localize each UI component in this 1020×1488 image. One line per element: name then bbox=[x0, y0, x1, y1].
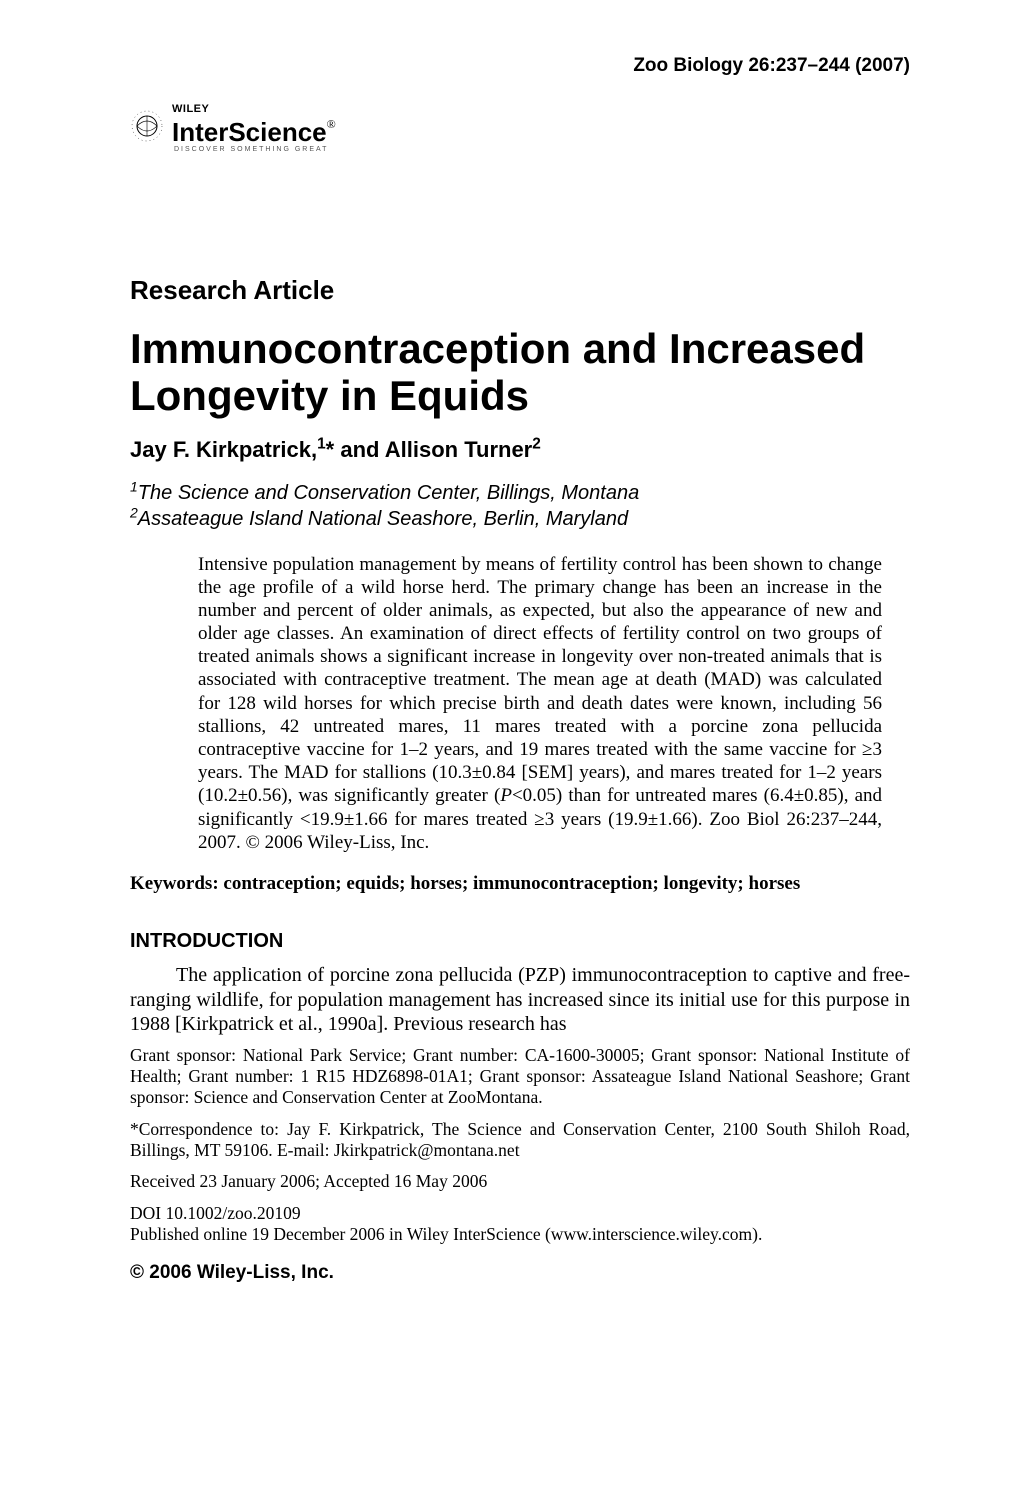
title-line-1: Immunocontraception and Increased bbox=[130, 325, 865, 372]
abstract: Intensive population management by means… bbox=[198, 553, 882, 854]
affiliations: 1The Science and Conservation Center, Bi… bbox=[130, 481, 910, 532]
section-label: Research Article bbox=[130, 275, 910, 307]
publisher-logo: WILEY InterScience® DISCOVER SOMETHING G… bbox=[130, 103, 910, 155]
doi-footnote: DOI 10.1002/zoo.20109 bbox=[130, 1203, 910, 1224]
footnotes: Grant sponsor: National Park Service; Gr… bbox=[130, 1045, 910, 1246]
intro-paragraph: The application of porcine zona pellucid… bbox=[130, 963, 910, 1036]
published-footnote: Published online 19 December 2006 in Wil… bbox=[130, 1224, 910, 1245]
grant-footnote: Grant sponsor: National Park Service; Gr… bbox=[130, 1045, 910, 1109]
logo-brand-main: InterScience bbox=[172, 117, 327, 147]
intro-heading: INTRODUCTION bbox=[130, 929, 910, 953]
running-head: Zoo Biology 26:237–244 (2007) bbox=[130, 54, 910, 77]
keywords-label: Keywords: bbox=[130, 873, 223, 894]
keywords-line: Keywords: contraception; equids; horses;… bbox=[130, 872, 910, 895]
logo-brand-small: WILEY bbox=[172, 103, 209, 115]
correspondence-footnote: *Correspondence to: Jay F. Kirkpatrick, … bbox=[130, 1119, 910, 1162]
logo-reg: ® bbox=[327, 117, 336, 131]
title-line-2: Longevity in Equids bbox=[130, 372, 529, 419]
keywords-text: contraception; equids; horses; immunocon… bbox=[223, 873, 800, 894]
article-title: Immunocontraception and Increased Longev… bbox=[130, 325, 910, 419]
copyright: © 2006 Wiley-Liss, Inc. bbox=[130, 1261, 910, 1284]
received-footnote: Received 23 January 2006; Accepted 16 Ma… bbox=[130, 1171, 910, 1192]
globe-icon bbox=[130, 109, 164, 143]
logo-tagline: DISCOVER SOMETHING GREAT bbox=[174, 146, 910, 155]
page: Zoo Biology 26:237–244 (2007) WILEY Inte… bbox=[0, 0, 1020, 1488]
affiliation-1: 1The Science and Conservation Center, Bi… bbox=[130, 481, 910, 507]
affiliation-2: 2Assateague Island National Seashore, Be… bbox=[130, 507, 910, 533]
authors: Jay F. Kirkpatrick,1* and Allison Turner… bbox=[130, 437, 910, 464]
